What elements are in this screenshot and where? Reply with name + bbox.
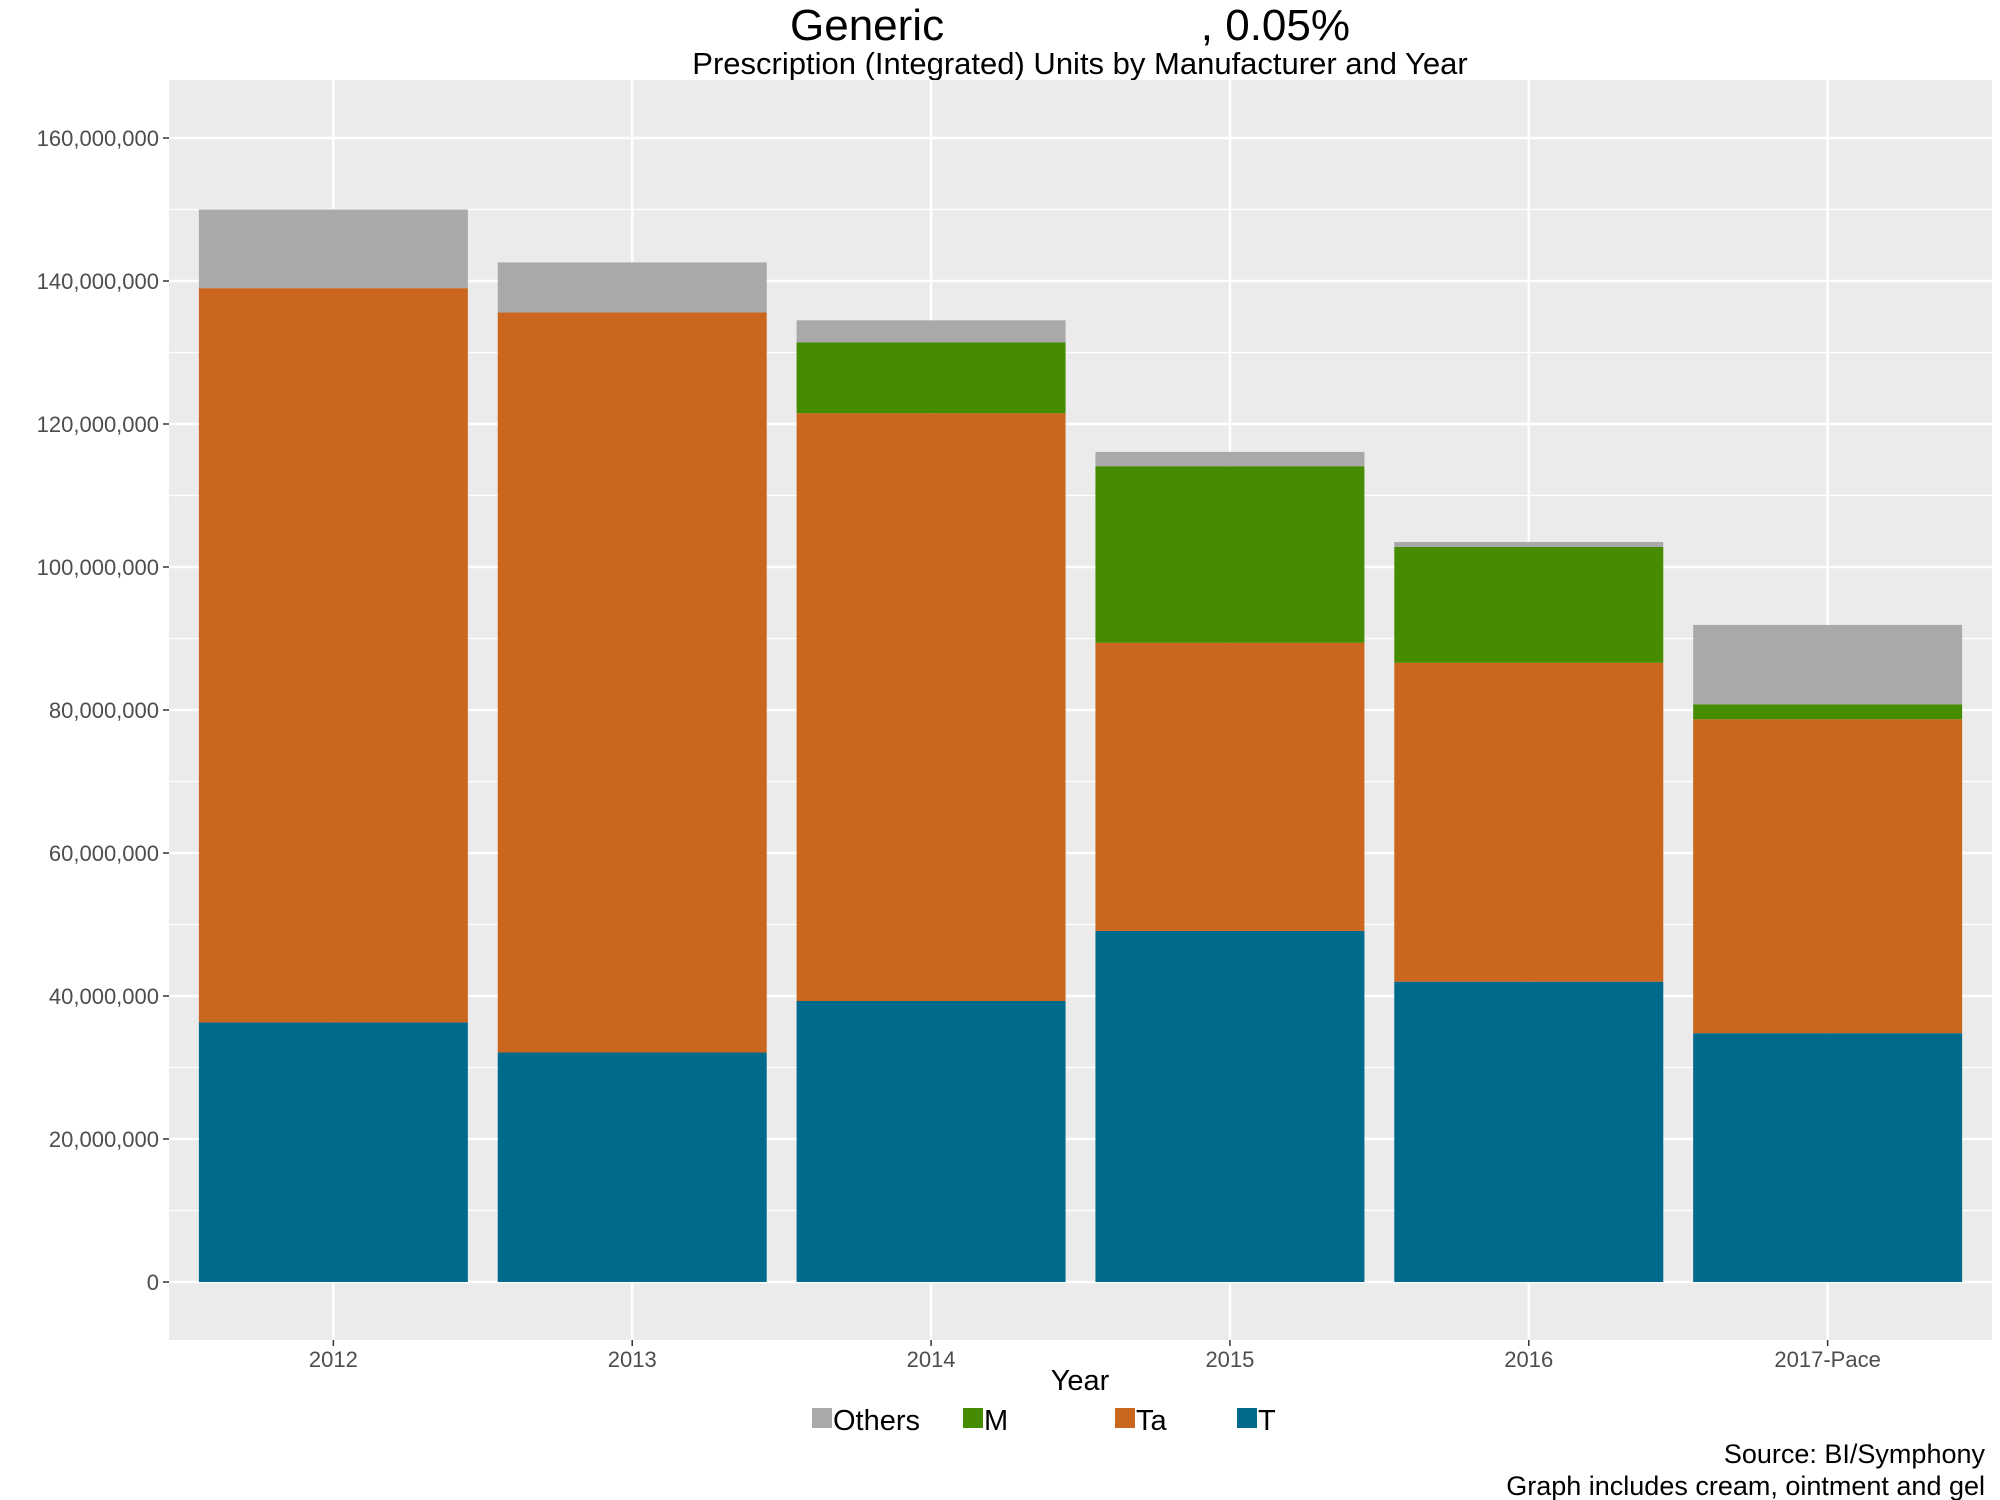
bar-segment-others-2015 — [1095, 451, 1365, 467]
legend-label-m: M — [984, 1405, 1008, 1437]
y-tick-label: 40,000,000 — [49, 984, 159, 1009]
bar-segment-others-2016 — [1394, 541, 1664, 547]
x-tick-label: 2012 — [309, 1347, 358, 1372]
x-axis-title: Year — [1051, 1365, 1110, 1397]
caption-note: Graph includes cream, ointment and gel — [1506, 1471, 1985, 1500]
legend-key-ta — [1115, 1408, 1135, 1428]
bar-segment-m-2016 — [1394, 546, 1664, 663]
legend-key-others — [812, 1408, 832, 1428]
y-axis-ticks: 0 20,000,000 40,000,000 60,000,000 80,000,00… — [37, 126, 169, 1295]
bar-segment-ta-2015 — [1095, 642, 1365, 931]
y-tick-label: 160,000,000 — [37, 126, 159, 151]
legend-item-m: M — [963, 1405, 1008, 1437]
legend-label-ta: Ta — [1136, 1405, 1168, 1437]
bar-segment-others-2014 — [796, 320, 1066, 343]
bar-segment-m-2014 — [796, 342, 1066, 414]
bar-segment-ta-2016 — [1394, 662, 1664, 982]
x-tick-label: 2013 — [608, 1347, 657, 1372]
chart-subtitle: Prescription (Integrated) Units by Manuf… — [692, 46, 1467, 81]
bar-segment-t-2014 — [796, 1001, 1066, 1282]
x-tick-label: 2015 — [1205, 1347, 1254, 1372]
bar-segment-m-2017-pace — [1693, 704, 1963, 720]
legend: Others M Ta T — [812, 1405, 1276, 1437]
bar-segment-ta-2013 — [497, 312, 767, 1053]
legend-item-ta: Ta — [1115, 1405, 1168, 1437]
bar-segment-t-2012 — [198, 1022, 468, 1282]
bar-segment-others-2017-pace — [1693, 624, 1963, 705]
chart-title: Generic , 0.05% — [790, 1, 1350, 50]
y-tick-label: 100,000,000 — [37, 555, 159, 580]
bar-segment-t-2013 — [497, 1052, 767, 1282]
bar-segment-ta-2014 — [796, 413, 1066, 1002]
legend-label-t: T — [1258, 1405, 1276, 1437]
y-tick-label: 0 — [147, 1270, 159, 1295]
legend-key-m — [963, 1408, 983, 1428]
legend-label-others: Others — [833, 1405, 920, 1437]
x-axis-ticks: 2012 2013 2014 2015 2016 2017-Pace — [309, 1340, 1881, 1372]
x-tick-label: 2017-Pace — [1774, 1347, 1880, 1372]
bar-segment-others-2012 — [198, 209, 468, 289]
bar-segment-t-2016 — [1394, 981, 1664, 1282]
bar-segment-t-2017-pace — [1693, 1033, 1963, 1282]
y-tick-label: 120,000,000 — [37, 412, 159, 437]
y-tick-label: 140,000,000 — [37, 269, 159, 294]
bar-segment-ta-2012 — [198, 288, 468, 1023]
bars — [198, 209, 1963, 1282]
y-tick-label: 20,000,000 — [49, 1127, 159, 1152]
x-tick-label: 2014 — [907, 1347, 956, 1372]
x-tick-label: 2016 — [1504, 1347, 1553, 1372]
bar-segment-ta-2017-pace — [1693, 719, 1963, 1034]
legend-key-t — [1237, 1408, 1257, 1428]
y-tick-label: 80,000,000 — [49, 698, 159, 723]
bar-segment-others-2013 — [497, 262, 767, 313]
bar-segment-t-2015 — [1095, 930, 1365, 1282]
legend-item-t: T — [1237, 1405, 1276, 1437]
bar-segment-m-2015 — [1095, 466, 1365, 643]
legend-item-others: Others — [812, 1405, 920, 1437]
y-tick-label: 60,000,000 — [49, 841, 159, 866]
caption-source: Source: BI/Symphony — [1724, 1439, 1986, 1469]
